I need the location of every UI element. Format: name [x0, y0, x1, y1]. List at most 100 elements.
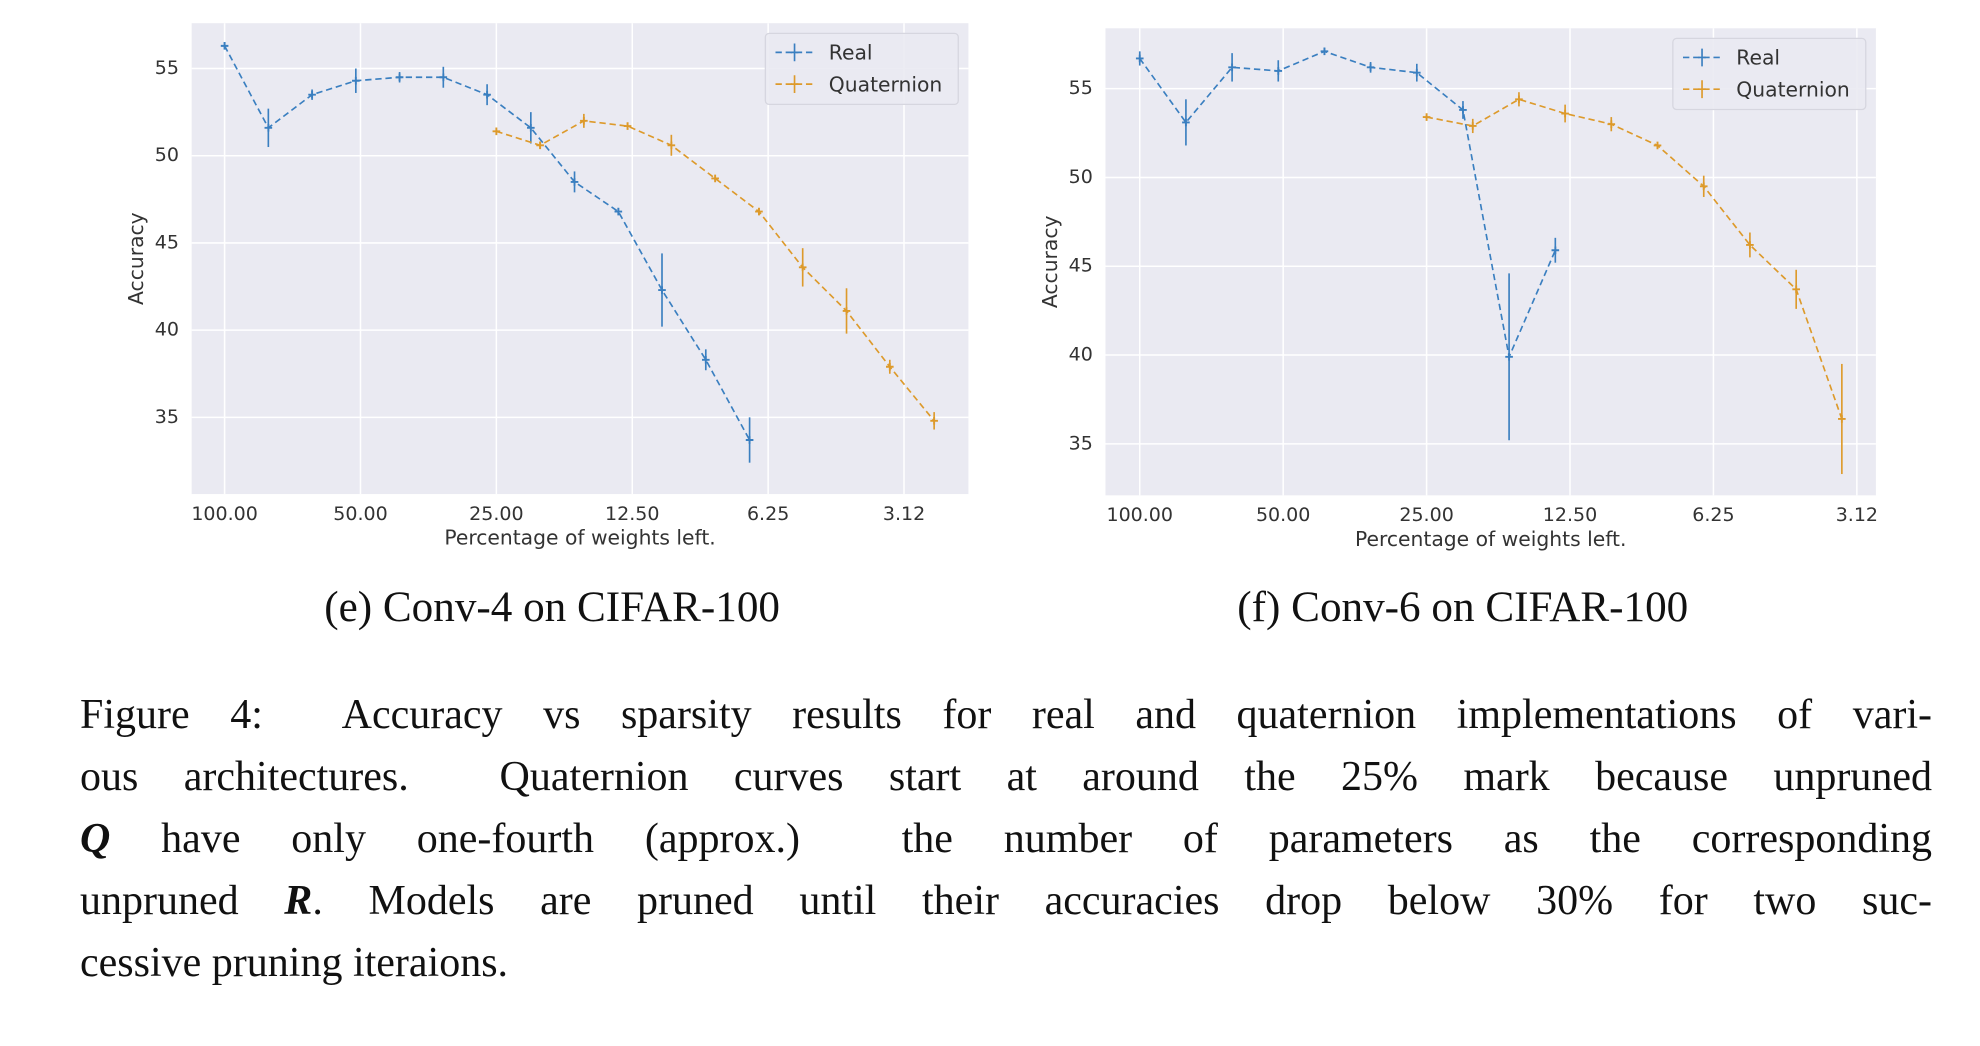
- caption-line: unpruned R. Models are pruned until thei…: [80, 870, 1932, 932]
- y-tick-label: 55: [155, 57, 179, 79]
- legend-label: Quaternion: [829, 72, 943, 96]
- y-tick-label: 45: [155, 231, 179, 253]
- x-tick-label: 3.12: [1836, 504, 1878, 526]
- y-tick-label: 35: [1069, 432, 1093, 454]
- x-axis-label: Percentage of weights left.: [444, 526, 715, 550]
- point-marker: [658, 286, 666, 294]
- point-marker: [1551, 246, 1560, 255]
- point-marker: [667, 141, 676, 150]
- legend-box: [764, 32, 959, 106]
- point-marker: [308, 90, 316, 99]
- caption-text: have only one-fourth (approx.) the numbe…: [110, 816, 1932, 862]
- point-marker: [711, 174, 719, 183]
- point-marker: [1468, 122, 1477, 130]
- y-tick-label: 55: [1069, 77, 1093, 99]
- subcaption: (e) Conv-4 on CIFAR-100: [324, 584, 780, 631]
- x-tick-label: 6.25: [747, 503, 789, 525]
- figure-caption: Figure 4: Accuracy vs sparsity results f…: [80, 684, 1932, 994]
- point-marker: [798, 263, 807, 272]
- caption-symbol: R: [284, 878, 313, 924]
- point-marker: [1182, 118, 1190, 127]
- point-marker: [395, 73, 404, 82]
- x-tick-label: 3.12: [883, 503, 925, 525]
- point-marker: [483, 90, 491, 99]
- point-marker: [536, 141, 544, 150]
- legend-marker: [790, 43, 799, 62]
- legend-label: Real: [829, 41, 873, 65]
- caption-line: ous architectures. Quaternion curves sta…: [80, 746, 1932, 808]
- caption-text: . Models are pruned until their accuraci…: [312, 878, 1932, 924]
- point-marker: [1607, 120, 1616, 128]
- x-tick-label: 25.00: [469, 503, 523, 525]
- point-marker: [1413, 68, 1421, 77]
- legend-box: [1672, 37, 1867, 111]
- point-marker: [570, 178, 579, 186]
- y-tick-label: 40: [155, 319, 179, 341]
- point-marker: [614, 207, 623, 216]
- y-axis-label: Accuracy: [124, 212, 148, 305]
- caption-line: cessive pruning iteraions.: [80, 932, 1932, 994]
- point-marker: [1561, 109, 1569, 118]
- x-tick-label: 100.00: [1106, 504, 1173, 526]
- point-marker: [439, 73, 448, 82]
- point-marker: [527, 124, 535, 132]
- point-marker: [1653, 141, 1662, 150]
- x-tick-label: 50.00: [1256, 504, 1310, 526]
- point-marker: [220, 42, 229, 50]
- legend-marker: [790, 75, 799, 93]
- caption-text: unpruned: [80, 878, 285, 924]
- caption-symbol: Q: [80, 816, 111, 862]
- point-marker: [930, 417, 938, 425]
- legend-label: Quaternion: [1736, 77, 1849, 101]
- y-tick-label: 35: [155, 406, 179, 428]
- subcaption: (f) Conv-6 on CIFAR-100: [1237, 584, 1688, 631]
- caption-text: cessive pruning iteraions.: [80, 940, 509, 986]
- point-marker: [492, 127, 501, 136]
- point-marker: [886, 362, 894, 371]
- legend-marker: [1698, 80, 1706, 99]
- point-marker: [1459, 106, 1467, 114]
- x-tick-label: 12.50: [605, 503, 659, 525]
- legend-label: Real: [1736, 46, 1780, 70]
- point-marker: [1699, 182, 1708, 191]
- x-tick-label: 50.00: [333, 503, 387, 525]
- point-marker: [755, 207, 763, 216]
- point-marker: [1746, 241, 1754, 249]
- point-marker: [1135, 54, 1144, 63]
- point-marker: [1505, 353, 1513, 361]
- x-axis-label: Percentage of weights left.: [1355, 527, 1626, 551]
- x-tick-label: 6.25: [1692, 504, 1734, 526]
- caption-text: Figure 4: Accuracy vs sparsity results f…: [80, 692, 1932, 738]
- point-marker: [745, 436, 754, 444]
- point-marker: [1228, 63, 1236, 72]
- point-marker: [1366, 63, 1375, 72]
- caption-text: ous architectures. Quaternion curves sta…: [80, 754, 1932, 800]
- point-marker: [623, 122, 632, 130]
- point-marker: [580, 117, 588, 125]
- series-line: [1426, 98, 1843, 420]
- point-marker: [701, 355, 710, 364]
- point-marker: [842, 307, 851, 315]
- y-tick-label: 50: [1069, 166, 1093, 188]
- point-marker: [1515, 95, 1523, 104]
- caption-line: Q have only one-fourth (approx.) the num…: [80, 808, 1932, 870]
- y-tick-label: 50: [155, 144, 179, 166]
- caption-line: Figure 4: Accuracy vs sparsity results f…: [80, 684, 1932, 746]
- x-tick-label: 25.00: [1399, 504, 1453, 526]
- point-marker: [1838, 415, 1846, 423]
- point-marker: [352, 76, 360, 85]
- point-marker: [264, 124, 273, 132]
- figure: 35 40 45 50 55 100.00 50.00 25.00 12.50 6.25 3.12 P…: [124, 23, 1878, 631]
- x-tick-label: 12.50: [1543, 504, 1597, 526]
- x-tick-label: 100.00: [191, 503, 258, 525]
- point-marker: [1320, 47, 1329, 56]
- point-marker: [1274, 67, 1283, 75]
- y-axis-label: Accuracy: [1038, 215, 1062, 308]
- series-line: [1139, 50, 1557, 360]
- legend-marker: [1698, 48, 1706, 67]
- y-tick-label: 40: [1069, 344, 1093, 366]
- y-tick-label: 45: [1069, 255, 1093, 277]
- point-marker: [1792, 285, 1800, 294]
- point-marker: [1422, 113, 1431, 121]
